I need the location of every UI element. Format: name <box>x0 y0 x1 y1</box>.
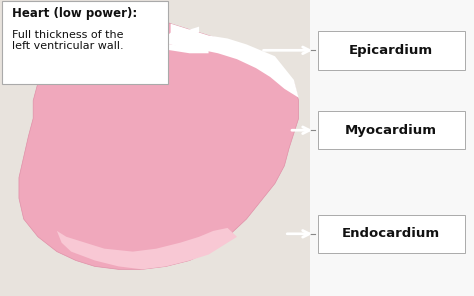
Text: Epicardium: Epicardium <box>349 44 433 57</box>
Polygon shape <box>95 38 209 53</box>
Bar <box>310 0 474 296</box>
FancyBboxPatch shape <box>318 31 465 70</box>
Polygon shape <box>161 24 299 98</box>
Text: Full thickness of the
left ventricular wall.: Full thickness of the left ventricular w… <box>12 30 123 51</box>
FancyBboxPatch shape <box>318 111 465 149</box>
Polygon shape <box>19 15 299 269</box>
Polygon shape <box>66 24 95 38</box>
Polygon shape <box>171 27 199 41</box>
FancyBboxPatch shape <box>2 1 168 84</box>
Text: Endocardium: Endocardium <box>342 227 440 240</box>
Polygon shape <box>57 228 237 269</box>
Text: Heart (low power):: Heart (low power): <box>12 7 137 20</box>
Text: Myocardium: Myocardium <box>345 124 437 137</box>
FancyBboxPatch shape <box>318 215 465 253</box>
Polygon shape <box>104 18 142 36</box>
